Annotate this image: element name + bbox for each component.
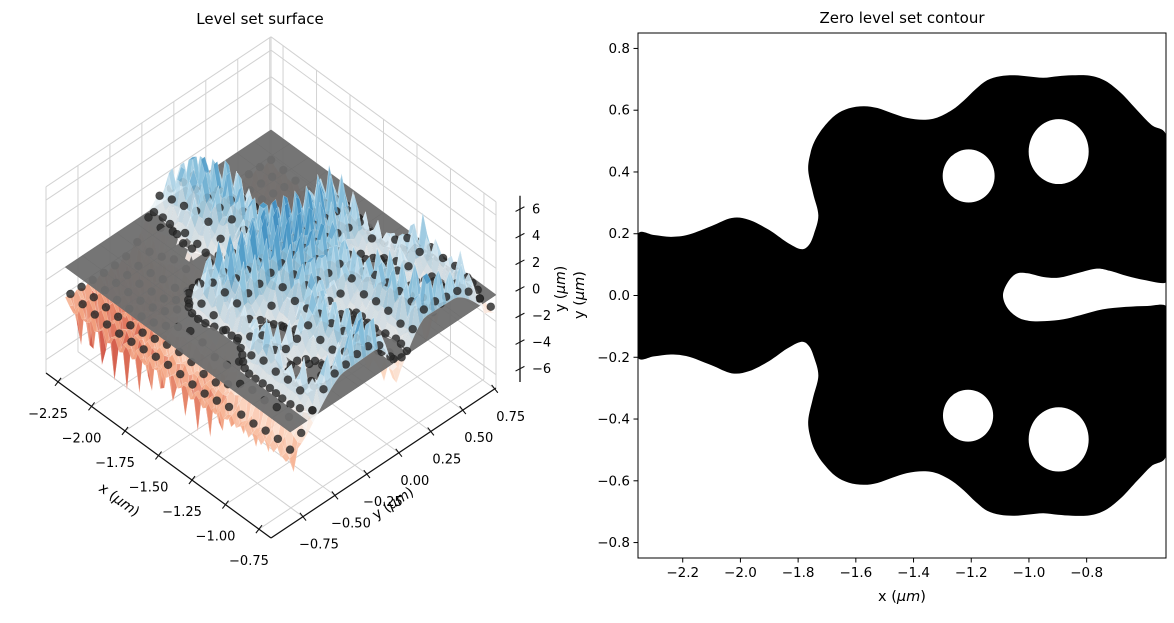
y-tick-label: −0.8 bbox=[597, 535, 630, 551]
x-tick-label: −2.2 bbox=[666, 565, 699, 581]
right-xaxis-label: x (μm) bbox=[878, 589, 926, 605]
x-tick-label: −2.0 bbox=[724, 565, 757, 581]
y-tick-label: 0.2 bbox=[609, 226, 630, 242]
y-tick-label: 0.8 bbox=[609, 41, 630, 57]
x-tick-label: −1.0 bbox=[1013, 565, 1046, 581]
contour-axes-ticks: −2.2 −2.0 −1.8 −1.6 −1.4 −1.2 −1.0 −0.8 −0.8 −0.6… bbox=[597, 41, 1103, 581]
y-tick-label: −0.4 bbox=[597, 412, 630, 428]
y-tick-label: 0.6 bbox=[609, 103, 630, 119]
x-tick-label: −1.8 bbox=[782, 565, 815, 581]
y-tick-label: 0.0 bbox=[609, 288, 630, 304]
x-tick-label: −0.8 bbox=[1070, 565, 1103, 581]
right-plot-title: Zero level set contour bbox=[819, 9, 985, 27]
level-set-surface-canvas bbox=[0, 0, 587, 623]
zero-level-set-contour-svg: −2.2 −2.0 −1.8 −1.6 −1.4 −1.2 −1.0 −0.8 −0.8 −0.6… bbox=[572, 9, 1167, 605]
y-tick-label: −0.2 bbox=[597, 350, 630, 366]
y-tick-label: 0.4 bbox=[609, 164, 630, 180]
x-tick-label: −1.6 bbox=[839, 565, 872, 581]
right-yaxis-label: y (μm) bbox=[572, 271, 588, 319]
x-tick-label: −1.2 bbox=[955, 565, 988, 581]
x-tick-label: −1.4 bbox=[897, 565, 930, 581]
zero-level-set-region bbox=[638, 75, 1166, 516]
y-tick-label: −0.6 bbox=[597, 473, 630, 489]
left-plot-title: Level set surface bbox=[196, 10, 324, 28]
